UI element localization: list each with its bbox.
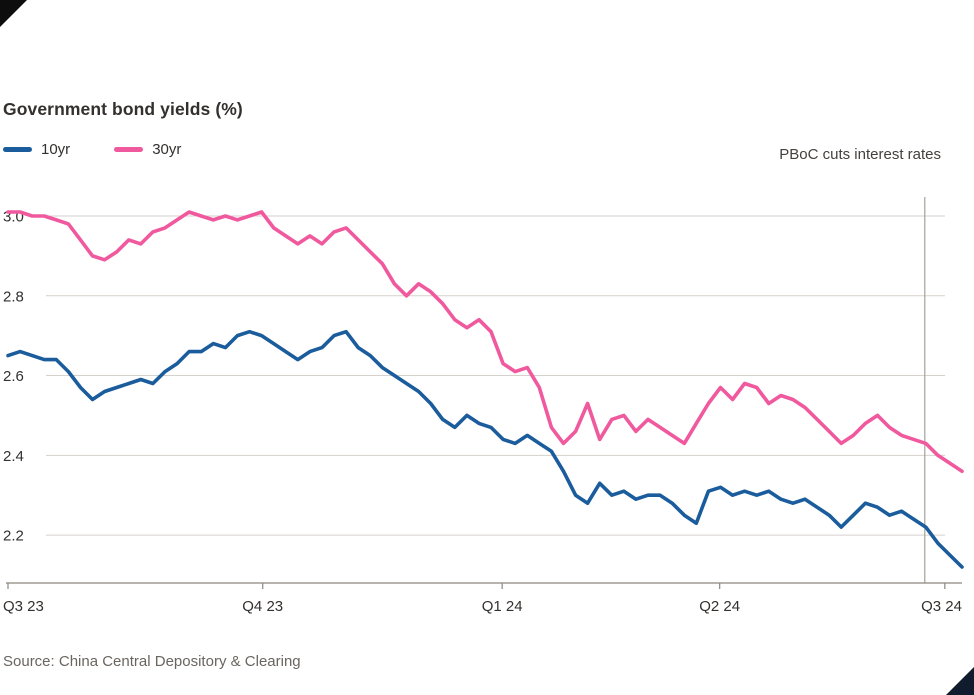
chart-title: Government bond yields (%)	[3, 99, 243, 119]
source-note: Source: China Central Depository & Clear…	[3, 653, 301, 670]
y-tick-label-2.4: 2.4	[3, 448, 24, 465]
series-line-30yr	[6, 210, 964, 474]
legend-item-10yr: 10yr	[3, 141, 70, 158]
y-tick-label-2.2: 2.2	[3, 528, 24, 545]
legend: 10yr 30yr	[3, 141, 181, 158]
corner-mark-bottom-right	[946, 667, 974, 695]
legend-label-30yr: 30yr	[152, 141, 182, 158]
legend-label-10yr: 10yr	[41, 141, 71, 158]
y-tick-label-2.6: 2.6	[3, 368, 24, 385]
x-tick-label-Q1-24: Q1 24	[482, 598, 523, 615]
annotation-label: PBoC cuts interest rates	[779, 146, 941, 163]
x-tick-label-Q2-24: Q2 24	[699, 598, 740, 615]
legend-swatch-10yr	[3, 147, 32, 152]
legend-swatch-30yr	[114, 147, 144, 152]
legend-item-30yr: 30yr	[114, 141, 181, 158]
y-tick-label-2.8: 2.8	[3, 288, 24, 305]
x-tick-label-Q3-23: Q3 23	[3, 598, 44, 615]
x-tick-label-Q3-24: Q3 24	[921, 598, 962, 615]
series-line-10yr	[6, 329, 964, 569]
x-tick-label-Q4-23: Q4 23	[242, 598, 283, 615]
corner-mark-top-left	[0, 0, 27, 27]
